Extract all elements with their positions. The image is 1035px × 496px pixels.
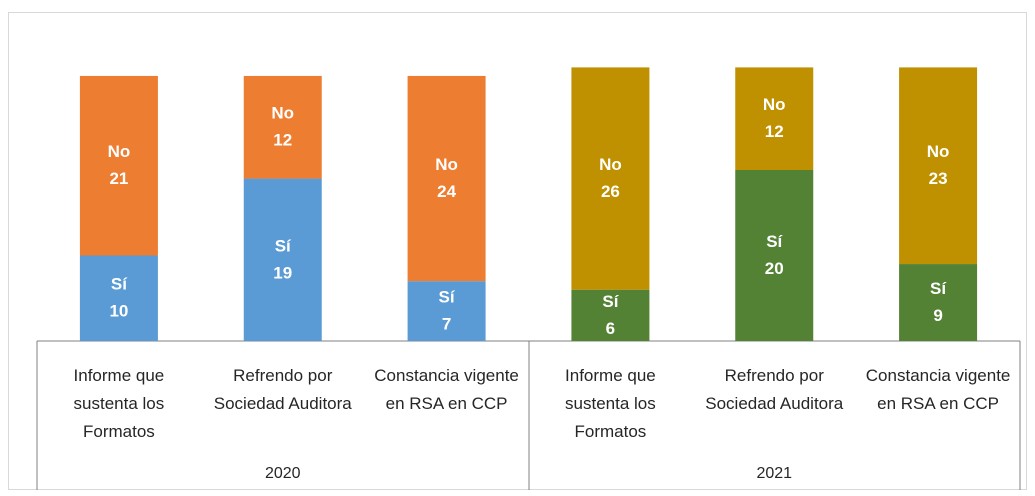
segment-value-label: 26 [601,182,620,201]
segment-series-label: No [927,142,950,161]
bar-segment [571,289,650,341]
segment-series-label: Sí [275,236,292,255]
segment-value-label: 10 [109,302,128,321]
segment-value-label: 12 [765,122,784,141]
bar-segment [407,281,486,341]
category-label: Constancia vigente en RSA en CCP [865,366,1011,413]
bar-segment [243,178,322,341]
bar-segment [79,75,158,256]
segment-value-label: 24 [437,182,456,201]
bar-segment [243,75,322,179]
bar-segment [899,67,978,265]
category-label: Refrendo por Sociedad Auditora [213,366,352,413]
segment-value-label: 19 [273,263,292,282]
bar-segment [735,170,814,341]
bar-segment [899,264,978,341]
segment-series-label: No [435,155,458,174]
segment-value-label: 21 [109,169,128,188]
group-label: 2021 [756,465,793,482]
group-label: 2020 [264,465,301,482]
bar-segment [79,255,158,341]
segment-series-label: Sí [439,288,456,307]
segment-series-label: No [271,104,294,123]
segment-value-label: 20 [765,259,784,278]
segment-value-label: 7 [442,315,451,334]
category-label: Refrendo por Sociedad Auditora [705,366,844,413]
segment-series-label: Sí [930,279,947,298]
category-label: Informe que sustenta los Formatos [565,366,656,441]
segment-series-label: Sí [111,275,128,294]
bar-segment [735,67,814,170]
segment-series-label: No [763,95,786,114]
segment-series-label: Sí [766,232,783,251]
segment-value-label: 12 [273,131,292,150]
bar-segment [571,67,650,290]
segment-series-label: Sí [602,292,619,311]
category-label: Constancia vigente en RSA en CCP [374,366,519,413]
category-label: Informe que sustenta los Formatos [73,366,165,441]
segment-value-label: 6 [606,319,615,338]
bar-segment [407,75,486,282]
segment-value-label: 23 [929,169,948,188]
segment-series-label: No [108,142,131,161]
chart-border [8,12,1027,490]
segment-value-label: 9 [933,306,942,325]
segment-series-label: No [599,155,622,174]
